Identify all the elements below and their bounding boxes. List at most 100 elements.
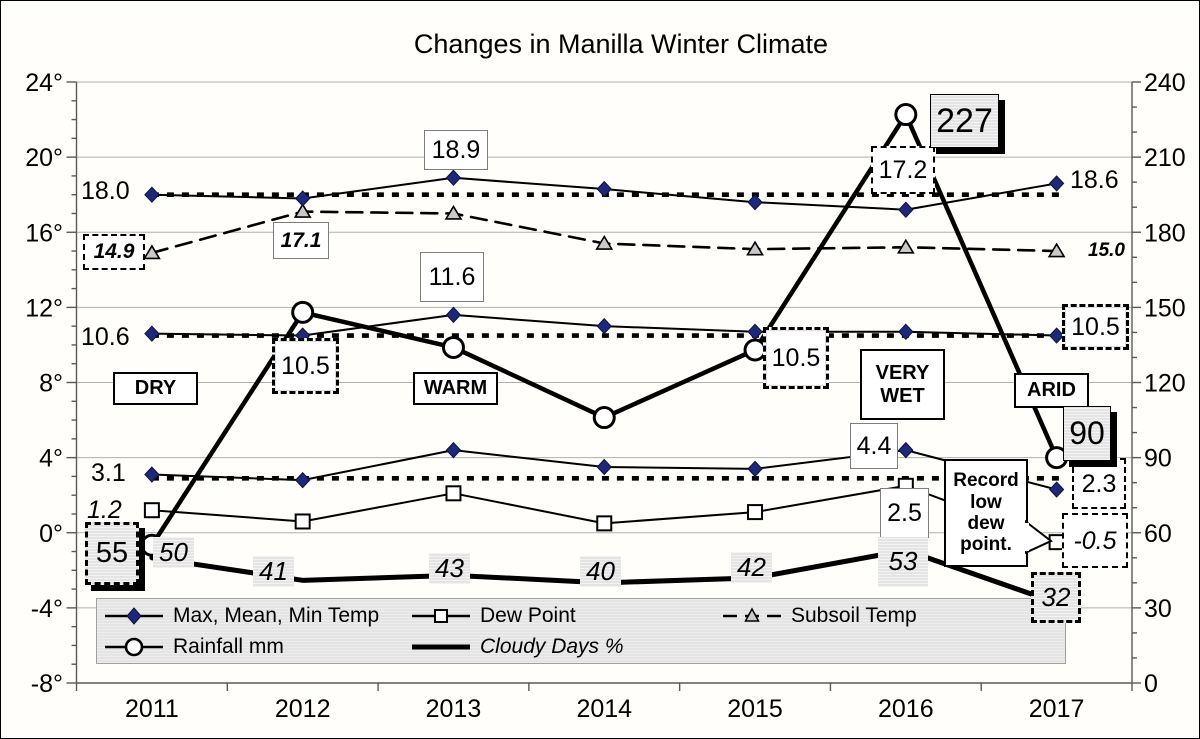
x-axis-label: 2012 xyxy=(275,695,331,723)
annotation-11.6: 11.6 xyxy=(420,252,484,302)
circle-marker xyxy=(894,103,918,127)
annotation-10.6: 10.6 xyxy=(81,323,130,351)
right-axis-label: 240 xyxy=(1144,69,1186,97)
left-axis-label: 4° xyxy=(39,445,63,473)
annotation-2.3: 2.3 xyxy=(1072,458,1126,509)
left-axis-label: 16° xyxy=(25,219,63,247)
circle-marker xyxy=(592,406,616,430)
annotation-55: 55 xyxy=(85,522,139,585)
annotation-2.5: 2.5 xyxy=(880,488,929,538)
x-axis-label: 2015 xyxy=(727,695,783,723)
right-axis-label: 210 xyxy=(1144,144,1186,172)
legend-marker-square xyxy=(412,609,470,623)
annotation--0.5: -0.5 xyxy=(1062,513,1128,568)
annotation-42: 42 xyxy=(731,552,772,584)
diamond-marker xyxy=(1048,175,1065,192)
triangle-marker xyxy=(444,204,463,220)
diamond-marker xyxy=(445,169,462,187)
square-marker xyxy=(747,504,764,521)
x-axis-label: 2013 xyxy=(426,695,482,723)
circle-marker xyxy=(291,300,315,324)
annotation-dry: DRY xyxy=(113,372,198,405)
diamond-marker xyxy=(747,193,763,211)
annotation-18.6: 18.6 xyxy=(1070,166,1119,194)
legend-marker-circle xyxy=(105,637,163,657)
right-axis-label: 120 xyxy=(1144,370,1186,398)
diamond-marker xyxy=(445,306,462,324)
annotation-arid: ARID xyxy=(1014,373,1089,408)
annotation-40: 40 xyxy=(580,556,621,588)
annotation-17.1: 17.1 xyxy=(273,222,329,259)
diamond-marker xyxy=(596,458,612,476)
triangle-marker xyxy=(142,244,161,260)
x-axis-label: 2014 xyxy=(576,695,632,723)
x-axis-label: 2016 xyxy=(878,695,934,723)
annotation-14.9: 14.9 xyxy=(83,234,145,270)
legend-item-cloudy-days-: Cloudy Days % xyxy=(410,634,624,660)
callout-pointer xyxy=(1025,519,1053,555)
square-marker xyxy=(143,502,160,519)
diamond-marker xyxy=(294,190,311,207)
right-axis-label: 180 xyxy=(1144,219,1186,247)
annotation-very-wet: VERY WET xyxy=(860,349,945,420)
annotation-17.2: 17.2 xyxy=(871,146,935,194)
legend: Max, Mean, Min Temp Dew Point Subsoil Temp… xyxy=(96,598,1066,664)
right-axis-label: 30 xyxy=(1144,595,1172,623)
right-axis-label: 150 xyxy=(1144,294,1186,322)
annotation-4.4: 4.4 xyxy=(850,423,898,469)
annotation-10.5: 10.5 xyxy=(1062,304,1129,350)
legend-item-rainfall-mm: Rainfall mm xyxy=(103,634,284,660)
legend-label: Subsoil Temp xyxy=(791,604,917,627)
diamond-marker xyxy=(1048,327,1065,344)
diamond-marker xyxy=(1048,481,1065,498)
annotation-43: 43 xyxy=(429,553,470,585)
triangle-marker xyxy=(746,240,764,256)
legend-item-subsoil-temp: Subsoil Temp xyxy=(721,603,917,629)
annotation-10.5: 10.5 xyxy=(272,338,339,394)
left-axis-label: 24° xyxy=(25,69,63,97)
annotation-41: 41 xyxy=(253,556,294,588)
diamond-marker xyxy=(445,441,462,459)
diamond-marker xyxy=(596,180,612,198)
left-axis-label: 8° xyxy=(39,370,63,398)
diamond-marker xyxy=(596,317,612,335)
square-marker xyxy=(294,513,311,530)
left-axis-label: 20° xyxy=(25,144,63,172)
diamond-marker xyxy=(747,460,763,478)
legend-marker-diamond xyxy=(105,607,163,625)
diamond-marker xyxy=(294,471,311,489)
x-axis-label: 2011 xyxy=(125,695,179,723)
left-axis-label: -8° xyxy=(31,670,63,698)
annotation-warm: WARM xyxy=(413,372,498,405)
left-axis-label: -4° xyxy=(31,595,63,623)
legend-item-dew-point: Dew Point xyxy=(410,603,576,629)
diamond-marker xyxy=(898,441,914,459)
annotation-227: 227 xyxy=(930,94,999,148)
legend-label: Max, Mean, Min Temp xyxy=(173,604,380,627)
annotation-10.5: 10.5 xyxy=(763,327,829,389)
diamond-marker xyxy=(898,323,914,341)
legend-marker-thickline xyxy=(412,644,470,650)
square-marker xyxy=(445,485,462,502)
annotation-50: 50 xyxy=(153,537,194,569)
annotation-90: 90 xyxy=(1063,406,1111,461)
annotation-18.9: 18.9 xyxy=(424,130,488,170)
triangle-marker xyxy=(595,234,614,250)
right-axis-label: 90 xyxy=(1144,445,1172,473)
triangle-marker xyxy=(293,203,312,218)
annotation-15.0: 15.0 xyxy=(1088,240,1125,261)
diamond-marker xyxy=(144,466,160,483)
annotation-record-low-dew-point.: Record low dew point. xyxy=(944,459,1028,567)
annotation-1.2: 1.2 xyxy=(87,496,122,524)
annotation-32: 32 xyxy=(1031,572,1081,623)
annotation-53: 53 xyxy=(878,537,928,587)
right-axis-label: 0 xyxy=(1144,670,1158,698)
legend-label: Dew Point xyxy=(480,604,576,627)
diamond-marker xyxy=(898,201,914,218)
annotation-3.1: 3.1 xyxy=(91,459,126,487)
right-axis-label: 60 xyxy=(1144,520,1172,548)
triangle-marker xyxy=(896,238,915,254)
